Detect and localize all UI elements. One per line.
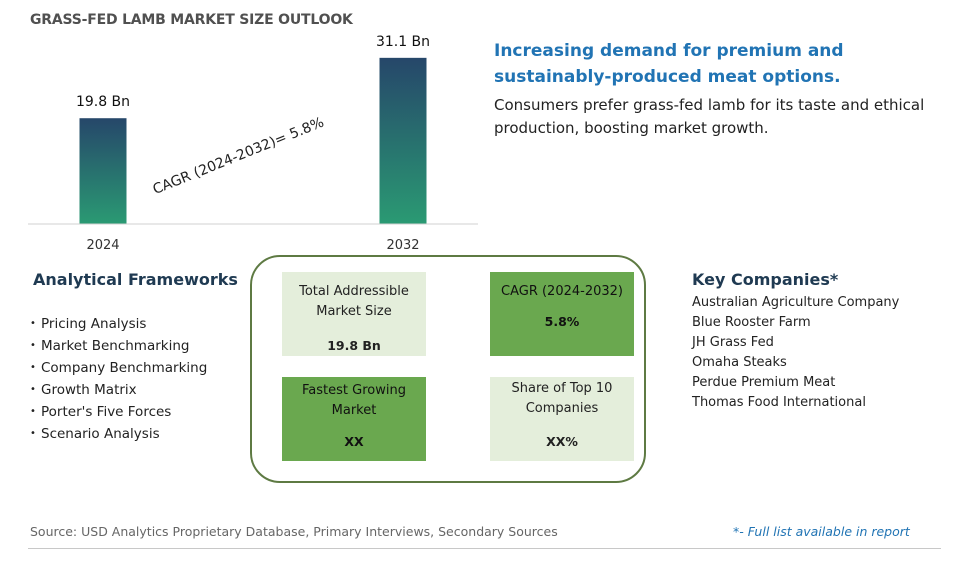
bullet-icon: • bbox=[30, 428, 36, 439]
framework-item: • Pricing Analysis bbox=[30, 313, 207, 335]
company-item: Blue Rooster Farm bbox=[692, 315, 811, 330]
company-item: Australian Agriculture Company bbox=[692, 295, 900, 310]
headline: Increasing demand for premium and sustai… bbox=[494, 41, 844, 87]
bullet-icon: • bbox=[30, 318, 36, 329]
fastest-market-label: Fastest Growing Market bbox=[302, 383, 406, 418]
bullet-icon: • bbox=[30, 362, 36, 373]
metrics-panel bbox=[250, 255, 646, 483]
company-item: Perdue Premium Meat bbox=[692, 375, 836, 390]
framework-item: • Market Benchmarking bbox=[30, 335, 207, 357]
company-item: Thomas Food International bbox=[692, 395, 866, 410]
frameworks-title: Analytical Frameworks bbox=[33, 270, 238, 289]
framework-item: • Company Benchmarking bbox=[30, 357, 207, 379]
bullet-icon: • bbox=[30, 384, 36, 395]
company-item: JH Grass Fed bbox=[692, 335, 774, 350]
framework-item: • Porter's Five Forces bbox=[30, 401, 207, 423]
top10-share-value: XX% bbox=[546, 434, 578, 449]
companies-title: Key Companies* bbox=[692, 270, 839, 289]
category-label-2032: 2032 bbox=[386, 238, 419, 253]
page-title: GRASS-FED LAMB MARKET SIZE OUTLOOK bbox=[30, 12, 353, 28]
cagr-value: 5.8% bbox=[544, 314, 580, 329]
value-label-2032: 31.1 Bn bbox=[376, 34, 430, 50]
fastest-market-tile: Fastest Growing Market XX bbox=[282, 377, 426, 461]
companies-list: Australian Agriculture Company Blue Roos… bbox=[692, 293, 899, 413]
tam-value: 19.8 Bn bbox=[327, 338, 381, 353]
footer-divider bbox=[28, 548, 941, 549]
tam-label: Total Addressible Market Size bbox=[299, 284, 409, 319]
bullet-icon: • bbox=[30, 406, 36, 417]
framework-item: • Scenario Analysis bbox=[30, 423, 207, 445]
bar-2032 bbox=[379, 57, 427, 224]
source-note: Source: USD Analytics Proprietary Databa… bbox=[30, 524, 558, 539]
cagr-annotation: CAGR (2024-2032)= 5.8% bbox=[151, 115, 327, 198]
fastest-market-value: XX bbox=[344, 434, 364, 449]
top10-share-tile: Share of Top 10 Companies XX% bbox=[490, 377, 634, 461]
cagr-tile: CAGR (2024-2032) 5.8% bbox=[490, 272, 634, 356]
bar-2024 bbox=[79, 118, 127, 224]
tam-tile: Total Addressible Market Size 19.8 Bn bbox=[282, 272, 426, 356]
value-label-2024: 19.8 Bn bbox=[76, 94, 130, 110]
market-size-chart: 19.8 Bn 2024 31.1 Bn 2032 CAGR (2024-2032)=… bbox=[28, 34, 478, 253]
full-list-note: *- Full list available in report bbox=[733, 524, 910, 539]
framework-item: • Growth Matrix bbox=[30, 379, 207, 401]
top10-share-label: Share of Top 10 Companies bbox=[511, 381, 613, 416]
company-item: Omaha Steaks bbox=[692, 355, 787, 370]
cagr-label: CAGR (2024-2032) bbox=[501, 284, 623, 299]
headline-subtext: Consumers prefer grass-fed lamb for its … bbox=[494, 96, 925, 137]
frameworks-list: • Pricing Analysis • Market Benchmarking •… bbox=[30, 313, 207, 445]
bullet-icon: • bbox=[30, 340, 36, 351]
category-label-2024: 2024 bbox=[86, 238, 119, 253]
